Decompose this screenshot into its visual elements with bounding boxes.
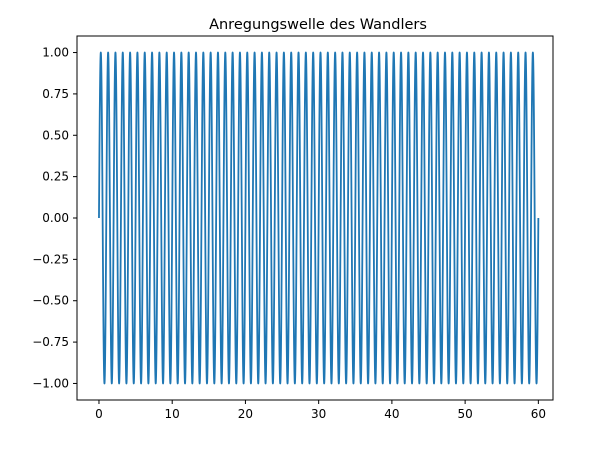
series-line-0 (98, 51, 540, 385)
y-tick-label: −0.75 (32, 335, 69, 349)
y-tick-label: −0.25 (32, 252, 69, 266)
y-tick-label: −1.00 (32, 376, 69, 390)
x-tick-label: 20 (238, 407, 253, 421)
y-tick-label: 0.25 (42, 170, 69, 184)
chart-title: Anregungswelle des Wandlers (209, 17, 427, 33)
x-tick-label: 0 (95, 407, 103, 421)
plot-area (76, 35, 554, 401)
x-tick-label: 50 (457, 407, 472, 421)
y-tick-label: −0.50 (32, 294, 69, 308)
y-tick-label: 0.00 (42, 211, 69, 225)
x-tick-label: 40 (384, 407, 399, 421)
y-axis: −1.00 −0.75 −0.50 −0.25 0.00 0.25 0.50 0.75 1.00 (32, 46, 77, 390)
y-tick-label: 0.50 (42, 128, 69, 142)
x-tick-label: 60 (531, 407, 546, 421)
x-axis: 0 10 20 30 40 50 60 (95, 400, 546, 421)
y-tick-label: 1.00 (42, 46, 69, 60)
x-tick-label: 30 (311, 407, 326, 421)
x-tick-label: 10 (165, 407, 180, 421)
data-series (98, 51, 540, 385)
y-tick-label: 0.75 (42, 87, 69, 101)
